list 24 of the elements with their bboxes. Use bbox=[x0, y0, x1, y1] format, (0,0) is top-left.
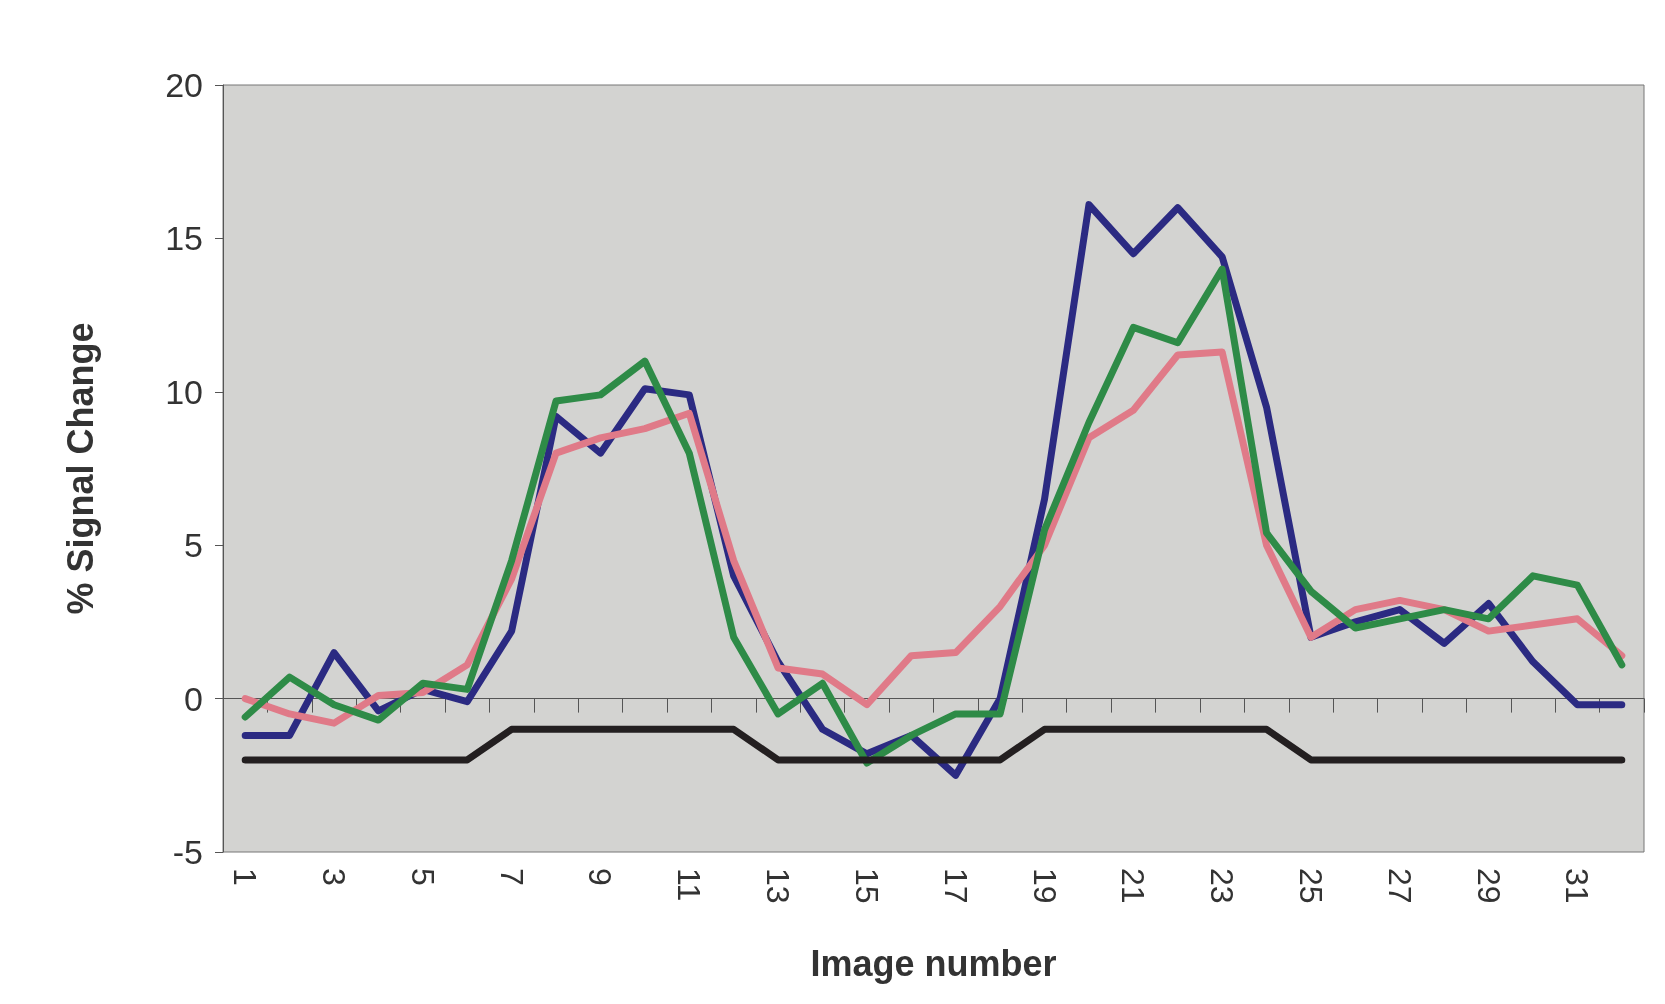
y-tick-label: 10 bbox=[165, 372, 203, 411]
x-tick-label: 31 bbox=[1559, 868, 1596, 904]
x-tick-label: 27 bbox=[1381, 868, 1418, 904]
x-tick-label: 13 bbox=[760, 868, 797, 904]
y-tick-label: 15 bbox=[165, 219, 203, 258]
x-tick-label: 25 bbox=[1292, 868, 1329, 904]
x-tick-label: 11 bbox=[671, 868, 708, 902]
x-tick-label: 23 bbox=[1204, 868, 1241, 904]
x-tick-label: 5 bbox=[404, 868, 441, 886]
x-tick-label: 15 bbox=[848, 868, 885, 904]
x-tick-label: 1 bbox=[227, 868, 264, 886]
x-tick-label: 9 bbox=[582, 868, 619, 886]
y-tick-label: 5 bbox=[184, 526, 203, 565]
y-tick-label: 20 bbox=[165, 66, 203, 104]
x-tick-label: 19 bbox=[1026, 868, 1063, 904]
y-tick-label: -5 bbox=[172, 833, 203, 871]
x-tick-label: 7 bbox=[493, 868, 530, 886]
x-tick-label: 21 bbox=[1115, 868, 1152, 904]
x-tick-label: 29 bbox=[1470, 868, 1507, 904]
x-axis-title: Image number bbox=[810, 942, 1057, 984]
y-tick-label: 0 bbox=[184, 679, 203, 718]
y-axis-title: % Signal Change bbox=[59, 322, 101, 615]
x-tick-label: 3 bbox=[316, 868, 353, 886]
x-tick-label: 17 bbox=[937, 868, 974, 904]
